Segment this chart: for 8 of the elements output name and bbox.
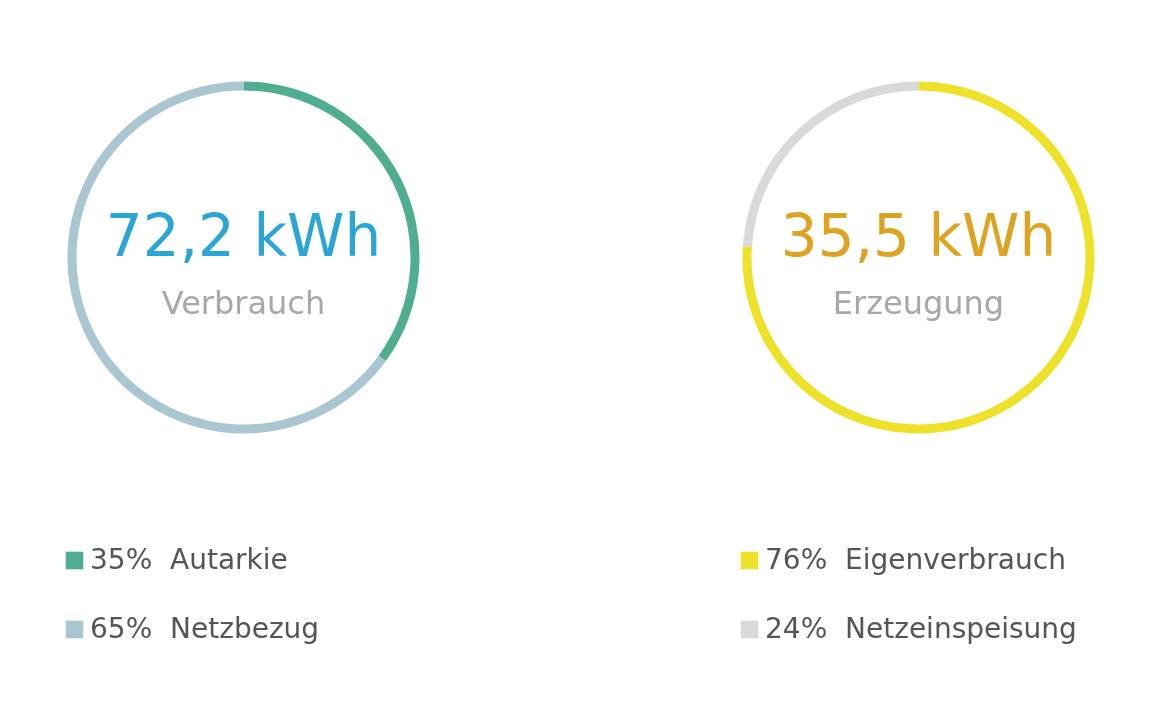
text: Erzeugung [832,283,1005,322]
text: Verbrauch [161,283,326,322]
legend-label: 76% Eigenverbrauch [765,543,1066,576]
legend-label: 35% Autarkie [90,543,288,576]
text: 35,5 kWh [780,201,1057,270]
legend-label: 65% Netzbezug [90,612,320,645]
legend-label: 24% Netzeinspeisung [765,612,1077,645]
text: 72,2 kWh [105,201,382,270]
